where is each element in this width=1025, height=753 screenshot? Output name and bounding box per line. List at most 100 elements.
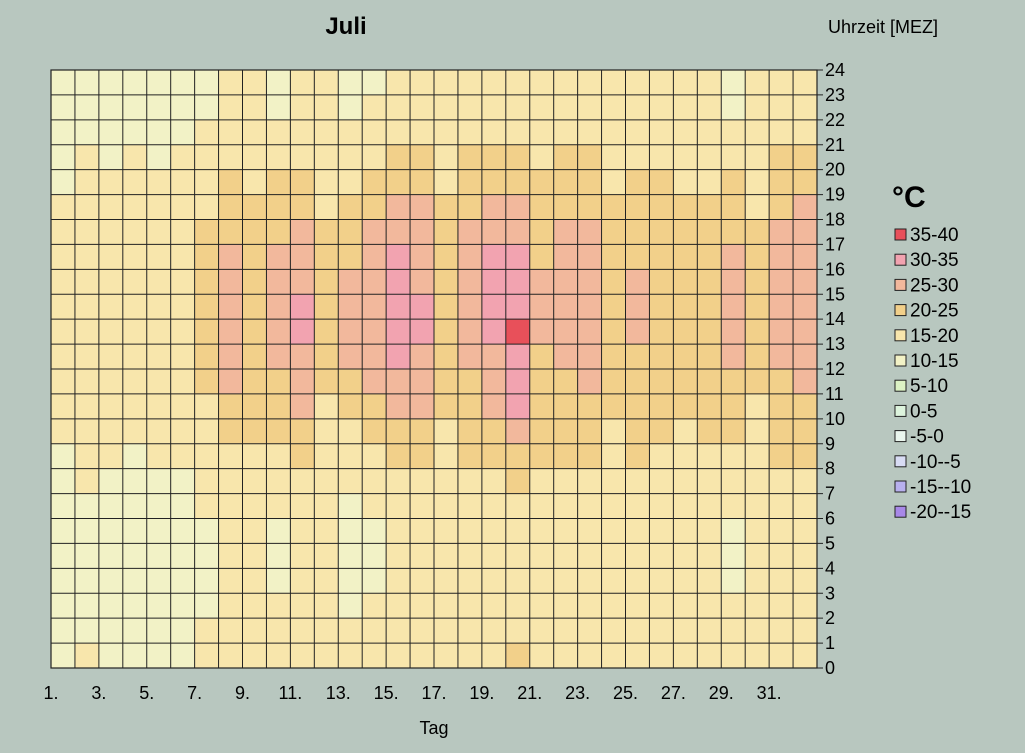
heatmap-cell	[793, 543, 817, 569]
legend-item: 5-10	[894, 376, 948, 397]
heatmap-cell	[793, 119, 817, 145]
legend-swatch	[894, 480, 907, 493]
heatmap-cell	[553, 219, 578, 245]
legend-label: 0-5	[910, 401, 937, 422]
heatmap-cell	[338, 319, 363, 345]
heatmap-cell	[51, 618, 75, 644]
heatmap-cell	[434, 518, 458, 544]
heatmap-cell	[194, 144, 219, 170]
heatmap-cell	[51, 269, 75, 295]
heatmap-cell	[529, 493, 554, 519]
heatmap-cell	[170, 94, 195, 120]
heatmap-cell	[194, 418, 219, 444]
heatmap-cell	[697, 169, 722, 195]
heatmap-cell	[218, 194, 243, 220]
heatmap-cell	[290, 144, 315, 170]
heatmap-cell	[601, 468, 626, 494]
heatmap-cell	[122, 443, 147, 469]
heatmap-cell	[290, 94, 315, 120]
heatmap-cell	[457, 119, 482, 145]
heatmap-cell	[194, 468, 219, 494]
heatmap-cell	[74, 169, 99, 195]
heatmap-cell	[793, 70, 817, 95]
heatmap-cell	[314, 169, 339, 195]
heatmap-cell	[146, 70, 171, 95]
heatmap-cell	[625, 643, 650, 668]
heatmap-cell	[314, 94, 339, 120]
y-tick-label: 19	[825, 185, 845, 205]
y-tick-label: 23	[825, 85, 845, 105]
heatmap-cell	[218, 468, 243, 494]
heatmap-cell	[649, 393, 674, 419]
x-tick-label: 7.	[187, 683, 202, 703]
legend-swatch	[894, 430, 907, 443]
heatmap-cell	[434, 418, 458, 444]
heatmap-cell	[529, 269, 554, 295]
heatmap-cell	[505, 294, 530, 320]
heatmap-cell	[51, 194, 75, 220]
heatmap-cell	[601, 244, 626, 270]
heatmap-cell	[673, 493, 698, 519]
heatmap-cell	[793, 269, 817, 295]
heatmap-cell	[793, 169, 817, 195]
heatmap-cell	[218, 344, 243, 369]
heatmap-cell	[505, 219, 530, 245]
heatmap-cell	[51, 344, 75, 369]
heatmap-cell	[769, 70, 794, 95]
heatmap-cell	[242, 119, 267, 145]
heatmap-cell	[266, 593, 291, 619]
heatmap-cell	[697, 468, 722, 494]
heatmap-cell	[577, 443, 602, 469]
heatmap-cell	[457, 568, 482, 594]
heatmap-cell	[122, 568, 147, 594]
heatmap-cell	[577, 643, 602, 668]
heatmap-cell	[457, 144, 482, 170]
heatmap-cell	[362, 119, 387, 145]
heatmap-cell	[266, 643, 291, 668]
heatmap-cell	[98, 543, 123, 569]
heatmap-cell	[218, 518, 243, 544]
heatmap-cell	[314, 144, 339, 170]
heatmap-cell	[793, 369, 817, 394]
heatmap-cell	[362, 468, 387, 494]
heatmap-cell	[386, 169, 411, 195]
y-tick-label: 24	[825, 60, 845, 80]
heatmap-cell	[218, 618, 243, 644]
heatmap-cell	[98, 618, 123, 644]
heatmap-cell	[673, 169, 698, 195]
heatmap-cell	[170, 194, 195, 220]
heatmap-cell	[314, 393, 339, 419]
heatmap-cell	[74, 94, 99, 120]
y-tick-label: 20	[825, 160, 845, 180]
heatmap-cell	[721, 294, 746, 320]
heatmap-cell	[577, 119, 602, 145]
heatmap-cell	[553, 543, 578, 569]
heatmap-cell	[721, 219, 746, 245]
x-tick-label: 9.	[235, 683, 250, 703]
heatmap-cell	[601, 593, 626, 619]
heatmap-cell	[721, 418, 746, 444]
legend-swatch	[894, 228, 907, 241]
heatmap-cell	[649, 493, 674, 519]
heatmap-cell	[649, 169, 674, 195]
legend-label: 35-40	[910, 225, 959, 246]
heatmap-cell	[793, 393, 817, 419]
heatmap-cell	[290, 319, 315, 345]
heatmap-cell	[434, 468, 458, 494]
heatmap-cell	[242, 518, 267, 544]
heatmap-cell	[122, 618, 147, 644]
heatmap-cell	[745, 618, 770, 644]
heatmap-cell	[625, 169, 650, 195]
heatmap-cell	[553, 493, 578, 519]
heatmap-cell	[290, 443, 315, 469]
x-tick-label: 11.	[279, 683, 303, 703]
y-tick-label: 12	[825, 359, 845, 379]
heatmap-cell	[745, 643, 770, 668]
heatmap-cell	[793, 618, 817, 644]
heatmap-cell	[529, 568, 554, 594]
heatmap-cell	[673, 244, 698, 270]
heatmap-cell	[362, 418, 387, 444]
heatmap-cell	[434, 294, 458, 320]
heatmap-cell	[769, 493, 794, 519]
heatmap-cell	[410, 194, 434, 220]
